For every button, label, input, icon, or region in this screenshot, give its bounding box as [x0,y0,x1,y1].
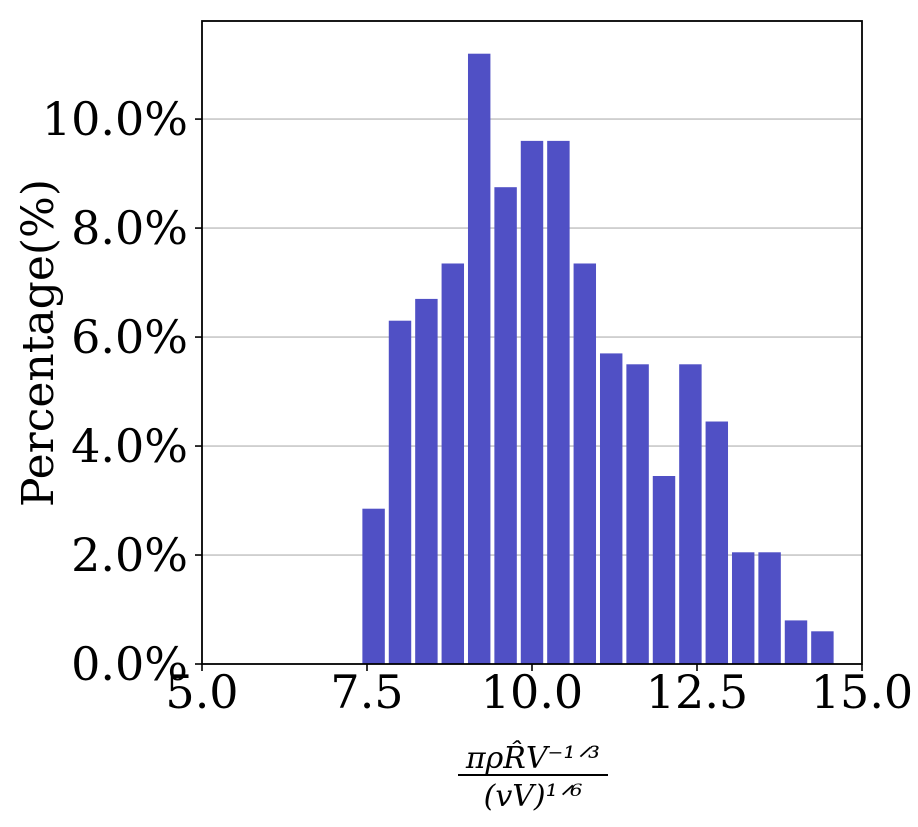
x-axis-label: πρR̂V⁻¹ᐟ³ (vV)¹ᐟ⁶ [458,741,608,814]
x-axis-label-denominator: (vV)¹ᐟ⁶ [484,779,583,814]
bar-0 [362,508,385,664]
bar-1 [388,320,412,664]
y-tick-label-2: 4.0% [71,419,188,473]
bar-15 [758,552,781,664]
bar-16 [784,620,808,664]
bar-4 [467,53,491,664]
bar-7 [547,140,570,665]
x-tick-label-4: 15.0 [811,665,913,719]
bar-3 [441,263,465,664]
bar-6 [520,140,544,665]
bar-14 [731,552,755,664]
bar-13 [705,421,729,664]
y-tick-label-4: 8.0% [71,201,188,255]
x-tick-label-3: 12.5 [646,665,748,719]
y-tick-label-3: 6.0% [71,310,188,364]
x-axis-label-numerator: πρR̂V⁻¹ᐟ³ [465,741,600,776]
bar-5 [494,187,517,664]
y-tick-label-5: 10.0% [42,92,188,146]
bar-10 [626,364,649,664]
x-tick-label-2: 10.0 [481,665,583,719]
y-axis-label: Percentage(%) [13,179,64,507]
bars [362,53,834,665]
bar-17 [811,631,834,664]
x-tick-label-0: 5.0 [165,665,238,719]
bar-12 [679,364,702,664]
bar-11 [652,476,676,664]
x-tick-label-1: 7.5 [330,665,403,719]
x-axis-ticks: 5.0 7.5 10.0 12.5 15.0 [165,664,913,719]
bar-2 [415,298,438,664]
y-tick-label-0: 0.0% [71,637,188,691]
y-tick-label-1: 2.0% [71,528,188,582]
y-axis-ticks: 0.0% 2.0% 4.0% 6.0% 8.0% 10.0% [42,92,202,691]
bar-9 [599,353,623,664]
bar-8 [573,263,597,664]
